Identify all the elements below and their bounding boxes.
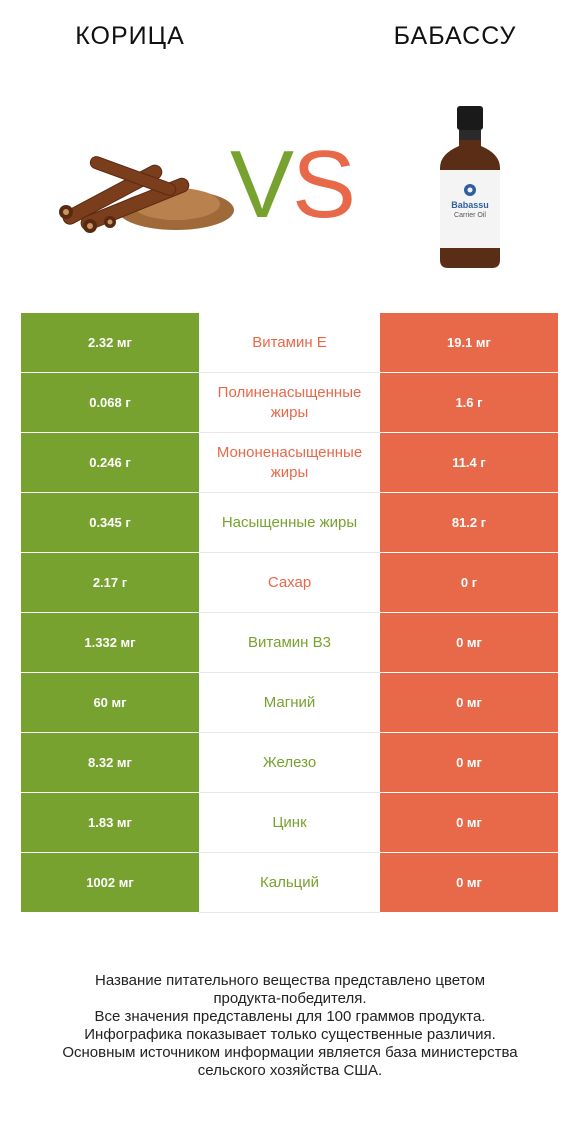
footer-line: Название питательного вещества представл… (94, 972, 486, 989)
left-value: 2.17 г (21, 553, 199, 613)
right-value: 0 мг (380, 733, 558, 793)
nutrient-name: Кальций (199, 853, 380, 913)
left-product-title: КОРИЦА (75, 22, 185, 50)
nutrient-label: Кальций (260, 873, 319, 891)
table-row: 1.83 мг Цинк 0 мг (21, 793, 558, 853)
nutrient-label: Сахар (267, 573, 312, 591)
right-product-title: БАБАССУ (393, 22, 517, 50)
footer-line: сельского хозяйства США. (197, 1062, 383, 1079)
left-value: 60 мг (21, 673, 199, 733)
nutrient-label: Полиненасыщенные жиры (217, 383, 362, 421)
nutrient-label: Витамин E (252, 333, 327, 351)
bottle-graphic (440, 106, 500, 268)
table-row: 2.32 мг Витамин E 19.1 мг (21, 313, 558, 373)
nutrient-label: Магний (263, 693, 316, 711)
footer-line: Инфографика показывает только существенн… (84, 1026, 496, 1043)
left-value: 8.32 мг (21, 733, 199, 793)
left-value: 0.068 г (21, 373, 199, 433)
bottle-label-sub: Carrier Oil (454, 212, 486, 219)
table-row: 2.17 г Сахар 0 г (21, 553, 558, 613)
right-value: 0 мг (380, 673, 558, 733)
right-value: 0 г (380, 553, 558, 613)
table-row: 0.246 г Мононенасыщенные жиры 11.4 г (21, 433, 558, 493)
left-value: 1.83 мг (21, 793, 199, 853)
nutrient-label: Железо (262, 753, 317, 771)
nutrient-name: Железо (199, 733, 380, 793)
footer-line: продукта-победителя. (213, 990, 367, 1007)
nutrient-name: Витамин E (199, 313, 380, 373)
table-row: 0.345 г Насыщенные жиры 81.2 г (21, 493, 558, 553)
footer-notes: Название питательного вещества представл… (0, 972, 580, 1080)
right-value: 19.1 мг (380, 313, 558, 373)
nutrient-name: Цинк (199, 793, 380, 853)
left-value: 1002 мг (21, 853, 199, 913)
table-row: 1.332 мг Витамин B3 0 мг (21, 613, 558, 673)
nutrient-label: Насыщенные жиры (221, 513, 358, 531)
right-value: 0 мг (380, 853, 558, 913)
table-row: 60 мг Магний 0 мг (21, 673, 558, 733)
nutrient-name: Витамин B3 (199, 613, 380, 673)
nutrient-label: Витамин B3 (248, 633, 331, 651)
nutrient-name: Насыщенные жиры (199, 493, 380, 553)
babassu-oil-bottle-image: Babassu Carrier Oil (430, 104, 510, 272)
table-row: 1002 мг Кальций 0 мг (21, 853, 558, 913)
footer-line: Основным источником информации является … (62, 1044, 518, 1061)
nutrient-label: Цинк (272, 813, 307, 831)
versus-label: VS (222, 130, 362, 240)
left-value: 2.32 мг (21, 313, 199, 373)
right-value: 11.4 г (380, 433, 558, 493)
nutrient-name: Мононенасыщенные жиры (199, 433, 380, 493)
right-value: 1.6 г (380, 373, 558, 433)
cinnamon-image (59, 156, 234, 233)
table-row: 8.32 мг Железо 0 мг (21, 733, 558, 793)
right-value: 0 мг (380, 793, 558, 853)
bottle-label-brand: Babassu (451, 200, 489, 210)
left-value: 1.332 мг (21, 613, 199, 673)
right-value: 81.2 г (380, 493, 558, 553)
right-value: 0 мг (380, 613, 558, 673)
left-value: 0.246 г (21, 433, 199, 493)
vs-v: V (229, 131, 294, 238)
table-row: 0.068 г Полиненасыщенные жиры 1.6 г (21, 373, 558, 433)
footer-line: Все значения представлены для 100 граммо… (94, 1008, 486, 1025)
nutrient-name: Полиненасыщенные жиры (199, 373, 380, 433)
vs-s: S (292, 131, 356, 238)
nutrient-name: Магний (199, 673, 380, 733)
comparison-table: 2.32 мг Витамин E 19.1 мг 0.068 г Полиненасы… (21, 313, 558, 913)
nutrient-name: Сахар (199, 553, 380, 613)
nutrient-label: Мононенасыщенные жиры (216, 443, 363, 481)
left-value: 0.345 г (21, 493, 199, 553)
